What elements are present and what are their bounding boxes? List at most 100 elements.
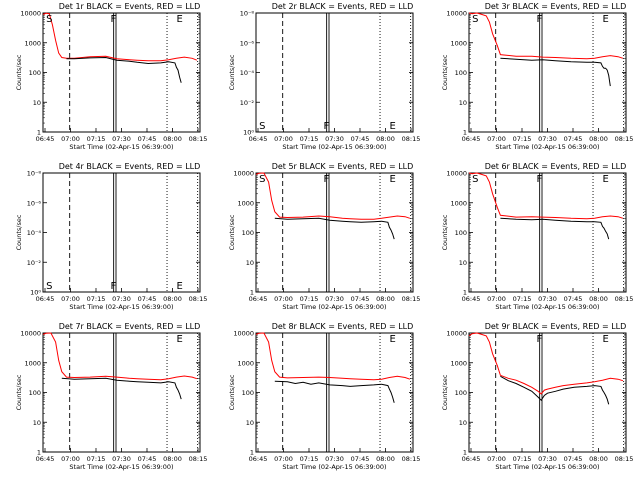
x-tick-label: 06:45 (249, 455, 268, 463)
x-tick-label: 07:15 (87, 455, 106, 463)
panel-title: Det 8r BLACK = Events, RED = LLD (272, 322, 414, 331)
x-tick-label: 08:00 (376, 135, 395, 143)
series-line-events (274, 217, 395, 240)
y-tick-label: 10⁰ (30, 289, 41, 297)
y-tick-label: 100 (455, 389, 467, 397)
plot-frame (468, 332, 627, 453)
x-axis-label: Start Time (02-Apr-15 06:39:00) (495, 303, 599, 311)
plot-frame (42, 12, 201, 133)
panel-6: Det 6r BLACK = Events, RED = LLD 1 10 100 10… (441, 162, 633, 311)
panel-title: Det 7r BLACK = Events, RED = LLD (59, 322, 201, 331)
x-tick-label: 06:45 (462, 135, 481, 143)
x-tick-label: 07:15 (300, 295, 319, 303)
x-tick-label: 08:15 (615, 135, 634, 143)
marker-label-f: F (537, 334, 543, 345)
x-tick-label: 07:45 (138, 455, 157, 463)
panel-7: Det 7r BLACK = Events, RED = LLD 1 10 100 10… (15, 322, 207, 471)
series-line-events (500, 375, 610, 405)
y-tick-label: 1000 (450, 359, 467, 367)
x-tick-label: 07:00 (274, 295, 293, 303)
x-tick-label: 07:30 (538, 455, 557, 463)
marker-label-e: E (176, 281, 182, 292)
y-axis-label: Counts/sec (228, 374, 236, 410)
panel-8: Det 8r BLACK = Events, RED = LLD 1 10 100 10… (228, 322, 420, 471)
series-line-lld (468, 12, 624, 60)
x-axis-label: Start Time (02-Apr-15 06:39:00) (69, 463, 173, 471)
y-tick-label: 1 (250, 289, 254, 297)
y-tick-label: 1 (37, 129, 41, 137)
y-tick-label: 1000 (237, 359, 254, 367)
y-axis-label: Counts/sec (441, 214, 449, 250)
x-tick-label: 08:15 (402, 135, 421, 143)
x-tick-label: 07:30 (112, 295, 131, 303)
marker-label-f: F (111, 281, 117, 292)
marker-label-s: S (46, 281, 52, 292)
x-tick-label: 07:00 (61, 135, 80, 143)
x-tick-label: 07:00 (61, 455, 80, 463)
x-tick-label: 07:45 (138, 295, 157, 303)
marker-label-e: E (389, 121, 395, 132)
y-axis-label: Counts/sec (441, 54, 449, 90)
panel-9: Det 9r BLACK = Events, RED = LLD 1 10 100 10… (441, 322, 633, 471)
y-tick-label: 10000 (233, 170, 254, 178)
y-axis-label: Counts/sec (15, 214, 23, 250)
x-tick-label: 06:45 (36, 135, 55, 143)
y-axis-label: Counts/sec (228, 214, 236, 250)
panel-4: Det 4r BLACK = Events, RED = LLD 10⁰ 10⁻² 1… (15, 162, 207, 311)
y-axis-label: Counts/sec (15, 54, 23, 90)
x-tick-label: 06:45 (249, 295, 268, 303)
x-tick-label: 08:15 (402, 295, 421, 303)
y-tick-label: 1 (463, 289, 467, 297)
y-tick-label: 1000 (24, 359, 41, 367)
x-tick-label: 07:15 (513, 295, 532, 303)
y-tick-label: 10000 (233, 330, 254, 338)
x-tick-label: 07:00 (274, 455, 293, 463)
x-axis-label: Start Time (02-Apr-15 06:39:00) (495, 463, 599, 471)
y-tick-label: 10000 (446, 170, 467, 178)
x-tick-label: 07:45 (351, 295, 370, 303)
x-tick-label: 08:15 (189, 455, 208, 463)
y-axis-label: Counts/sec (15, 374, 23, 410)
x-axis-label: Start Time (02-Apr-15 06:39:00) (69, 303, 173, 311)
plot-frame (255, 172, 414, 293)
x-tick-label: 08:00 (163, 135, 182, 143)
y-axis-label: Counts/sec (441, 374, 449, 410)
y-tick-label: 10⁰ (243, 129, 254, 137)
x-tick-label: 07:00 (61, 295, 80, 303)
x-tick-label: 07:00 (274, 135, 293, 143)
series-line-events (500, 217, 610, 240)
x-axis-label: Start Time (02-Apr-15 06:39:00) (282, 303, 386, 311)
x-tick-label: 06:45 (36, 455, 55, 463)
panel-title: Det 3r BLACK = Events, RED = LLD (485, 2, 627, 11)
plot-frame (255, 12, 414, 133)
panel-title: Det 9r BLACK = Events, RED = LLD (485, 322, 627, 331)
marker-label-e: E (602, 14, 608, 25)
y-tick-label: 1 (250, 449, 254, 457)
series-line-lld (468, 172, 624, 220)
series-line-events (274, 380, 395, 403)
x-tick-label: 06:45 (462, 295, 481, 303)
x-tick-label: 07:15 (87, 135, 106, 143)
x-tick-label: 07:15 (513, 135, 532, 143)
plot-frame (42, 332, 201, 453)
y-axis-label: Counts/sec (228, 54, 236, 90)
x-tick-label: 07:15 (300, 135, 319, 143)
x-tick-label: 06:45 (462, 455, 481, 463)
y-tick-label: 100 (242, 229, 254, 237)
panel-2: Det 2r BLACK = Events, RED = LLD 10⁰ 10⁻² 1… (228, 2, 420, 151)
series-line-lld (42, 332, 198, 381)
x-tick-label: 08:00 (163, 295, 182, 303)
x-tick-label: 08:15 (615, 295, 634, 303)
y-tick-label: 10000 (446, 330, 467, 338)
marker-label-e: E (602, 174, 608, 185)
plot-frame (468, 172, 627, 293)
marker-label-e: E (602, 334, 608, 345)
panel-5: Det 5r BLACK = Events, RED = LLD 1 10 100 10… (228, 162, 420, 311)
x-tick-label: 08:00 (376, 295, 395, 303)
y-tick-label: 10⁻⁸ (27, 170, 42, 178)
series-line-lld (255, 332, 411, 381)
marker-label-e: E (389, 174, 395, 185)
y-tick-label: 10⁻² (27, 259, 42, 267)
x-tick-label: 07:15 (300, 455, 319, 463)
y-tick-label: 100 (455, 229, 467, 237)
